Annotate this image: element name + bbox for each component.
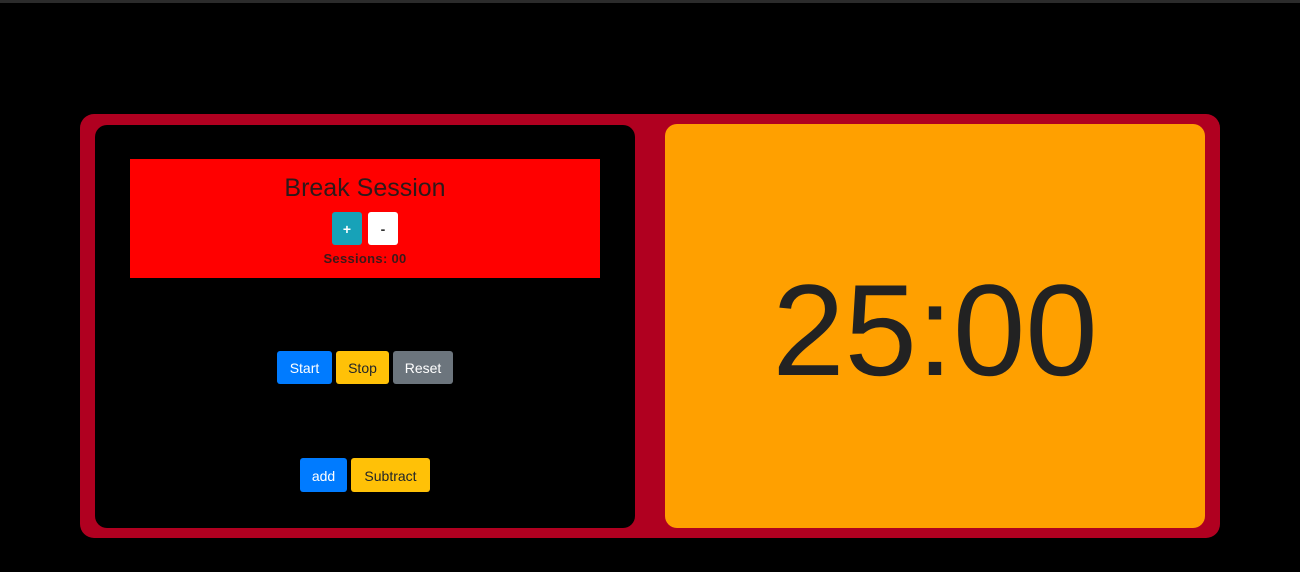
increase-break-button[interactable]: + [332, 212, 362, 245]
decrease-break-button[interactable]: - [368, 212, 398, 245]
break-session-title: Break Session [284, 174, 446, 202]
stop-button[interactable]: Stop [336, 351, 389, 384]
timer-display: 25:00 [772, 257, 1098, 403]
sessions-count: Sessions: 00 [323, 251, 407, 266]
reset-button[interactable]: Reset [393, 351, 453, 384]
add-button[interactable]: add [300, 458, 347, 492]
subtract-button[interactable]: Subtract [351, 458, 430, 492]
control-panel: Break Session + - Sessions: 00 Start Sto… [95, 125, 635, 528]
timer-panel: 25:00 [665, 124, 1205, 528]
start-button[interactable]: Start [277, 351, 332, 384]
break-session-box: Break Session + - Sessions: 00 [130, 159, 600, 278]
window-top-strip [0, 0, 1300, 3]
